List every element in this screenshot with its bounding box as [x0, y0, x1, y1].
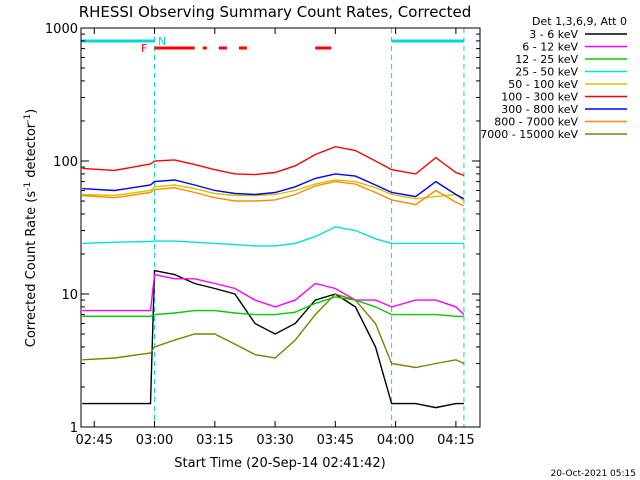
- x-tick-label-1: 03:00: [136, 433, 173, 448]
- x-tick-label-3: 03:30: [256, 433, 293, 448]
- legend-label-2: 12 - 25 keV: [515, 53, 578, 66]
- y-tick-label-0: 1: [70, 421, 78, 436]
- y-axis-label-sup2: -1: [23, 114, 33, 123]
- x-tick-label-2: 03:15: [196, 433, 233, 448]
- series-line-7: [82, 180, 465, 207]
- legend-label-4: 50 - 100 keV: [508, 78, 578, 91]
- series-line-5: [82, 145, 465, 177]
- series-line-0: [82, 269, 464, 409]
- legend-label-8: 7000 - 15000 keV: [480, 128, 578, 141]
- legend-label-5: 100 - 300 keV: [501, 91, 578, 104]
- series-line-3: [82, 226, 464, 247]
- legend-label-1: 6 - 12 keV: [522, 41, 578, 54]
- y-axis-label: Corrected Count Rate (s-1 detector-1): [23, 109, 39, 347]
- y-tick-label-1: 10: [61, 288, 78, 303]
- legend-label-0: 3 - 6 keV: [529, 28, 578, 41]
- x-axis: 02:45 03:00 03:15 03:30 03:45 04:00 04:15: [76, 28, 475, 448]
- x-tick-label-4: 03:45: [317, 433, 354, 448]
- y-axis: 1 10 100 1000: [45, 22, 480, 436]
- chart-title: RHESSI Observing Summary Count Rates, Co…: [79, 3, 472, 21]
- y-axis-label-mid: detector: [24, 122, 39, 182]
- legend-label-3: 25 - 50 keV: [515, 66, 578, 79]
- x-tick-label-5: 04:00: [377, 433, 414, 448]
- x-tick-label-6: 04:15: [437, 433, 474, 448]
- series-line-2: [82, 296, 464, 317]
- series-line-6: [82, 173, 465, 200]
- series-line-8: [82, 293, 465, 369]
- legend-label-6: 300 - 800 keV: [501, 103, 578, 116]
- y-tick-label-3: 1000: [45, 22, 78, 37]
- x-tick-label-0: 02:45: [76, 433, 113, 448]
- legend-title: Det 1,3,6,9, Att 0: [532, 15, 627, 28]
- footer-date: 20-Oct-2021 05:15: [551, 469, 636, 479]
- series-line-1: [82, 273, 465, 316]
- y-axis-label-sup1: -1: [23, 182, 33, 191]
- y-axis-label-end: ): [24, 109, 39, 114]
- series-line-4: [82, 179, 465, 202]
- legend-label-7: 800 - 7000 keV: [494, 116, 578, 129]
- plot-area: [81, 28, 465, 427]
- y-axis-label-main: Corrected Count Rate (s: [24, 191, 39, 348]
- night-flag-label: N: [158, 35, 166, 48]
- x-axis-label: Start Time (20-Sep-14 02:41:42): [174, 456, 385, 471]
- plot-frame: [80, 27, 481, 428]
- flare-flag-label: F: [141, 42, 147, 55]
- y-tick-label-2: 100: [53, 155, 78, 170]
